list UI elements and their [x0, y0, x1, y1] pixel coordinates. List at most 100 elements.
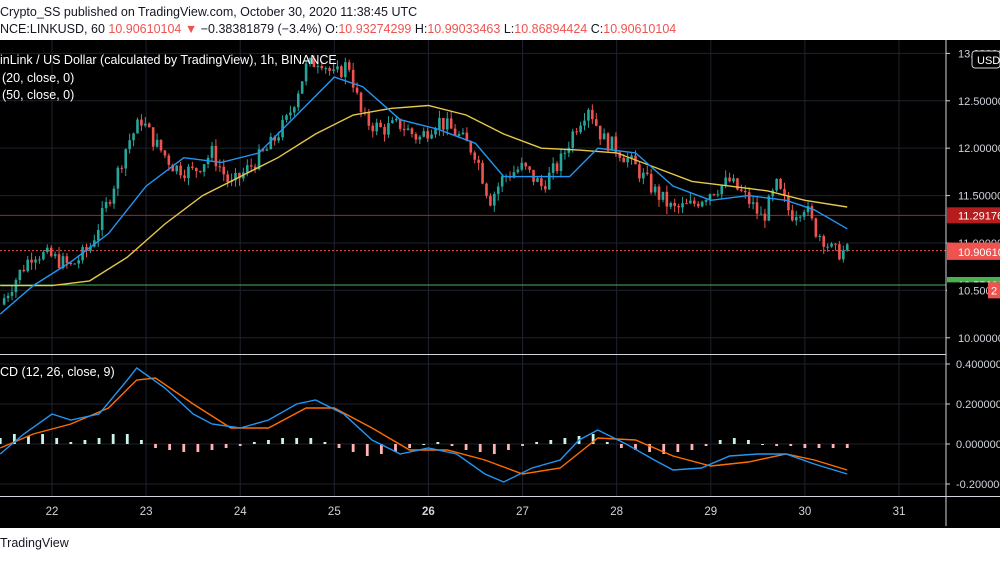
histogram-bar-positive	[83, 440, 87, 444]
candle-down	[532, 169, 535, 182]
time-tick-label: 26	[422, 506, 435, 518]
candle-down	[320, 66, 324, 69]
candle-down	[22, 269, 26, 272]
candle-down	[57, 254, 61, 268]
candle-up	[124, 149, 128, 169]
chart-canvas[interactable]: 10.00000010.50000011.00000011.50000012.0…	[0, 40, 1000, 528]
candles	[2, 55, 849, 306]
chart-header: Crypto_SS published on TradingView.com, …	[0, 0, 1000, 40]
candle-down	[485, 183, 488, 196]
candle-down	[159, 139, 163, 151]
histogram-bar-negative	[662, 444, 666, 454]
candle-up	[265, 149, 269, 151]
histogram-bar-positive	[252, 442, 256, 444]
histogram-bar-positive	[605, 442, 609, 444]
candle-down	[69, 262, 73, 265]
candle-up	[308, 58, 312, 64]
candle-down	[606, 133, 610, 151]
histogram-bar-positive	[747, 440, 750, 444]
time-tick-label: 22	[46, 506, 59, 518]
candle-down	[171, 164, 175, 172]
horizontal-line-tag	[947, 207, 1000, 224]
candle-down	[49, 247, 53, 257]
candle-down	[183, 175, 186, 179]
candle-down	[481, 162, 484, 184]
histogram-bar-positive	[111, 434, 115, 444]
candle-up	[759, 213, 763, 215]
candle-down	[355, 87, 359, 93]
candle-down	[253, 166, 257, 170]
currency-button[interactable]: USD	[971, 50, 1000, 69]
axes	[0, 40, 1000, 526]
candle-up	[53, 254, 57, 257]
candle-down	[838, 244, 841, 260]
candle-up	[332, 69, 335, 71]
candle-up	[551, 163, 555, 173]
candle-down	[147, 123, 151, 128]
candle-down	[673, 202, 677, 206]
candle-up	[136, 119, 139, 134]
candle-up	[45, 247, 49, 253]
candle-down	[528, 166, 531, 170]
candle-up	[496, 186, 500, 194]
histogram-bar-positive	[69, 442, 73, 444]
partial-price-overlay-tag	[988, 282, 1000, 299]
candle-down	[822, 236, 826, 247]
candle-down	[810, 206, 814, 219]
candle-down	[779, 178, 782, 189]
time-tick-label: 27	[516, 506, 529, 518]
macd-tick-label: 0.200000	[956, 399, 1000, 411]
histogram-bar-negative	[182, 444, 186, 452]
histogram-bar-negative	[831, 444, 835, 448]
candle-up	[802, 212, 806, 217]
candle-up	[724, 177, 727, 186]
candle-down	[261, 149, 265, 151]
candle-up	[202, 164, 206, 172]
histogram-bar-positive	[97, 438, 101, 444]
candle-up	[704, 200, 708, 202]
candle-down	[371, 125, 375, 132]
candle-down	[469, 141, 473, 153]
candle-up	[73, 263, 77, 265]
candle-up	[610, 136, 614, 151]
currency-button-frame[interactable]	[971, 50, 1000, 69]
candle-up	[210, 145, 214, 158]
candle-up	[536, 178, 539, 182]
time-tick-label: 24	[234, 506, 247, 518]
candle-up	[293, 107, 296, 113]
candle-up	[257, 149, 261, 170]
candle-up	[100, 208, 104, 230]
candle-down	[179, 165, 182, 176]
candle-up	[669, 202, 673, 207]
currency-button-label[interactable]: USD	[977, 55, 1000, 67]
partial-price-overlay: 2	[991, 285, 997, 297]
partial-price-bg	[947, 282, 1000, 299]
price-tick-label: 12.500000	[958, 96, 1000, 108]
candle-down	[65, 256, 69, 263]
candle-down	[740, 189, 743, 191]
last-price: 10.90610104	[108, 22, 182, 36]
price-legend: inLink / US Dollar (calculated by Tradin…	[0, 53, 337, 102]
histogram-bar-negative	[817, 444, 821, 448]
histogram-bar-negative	[408, 444, 412, 448]
low-value: 10.86894424	[514, 22, 588, 36]
candle-up	[26, 259, 29, 272]
candle-down	[214, 145, 218, 167]
chart-background	[0, 40, 1000, 528]
candle-down	[622, 157, 626, 163]
candle-down	[367, 113, 371, 126]
candle-up	[289, 112, 292, 116]
candle-down	[763, 213, 767, 221]
histogram-bar-negative	[196, 444, 200, 452]
candle-up	[18, 269, 22, 281]
candle-down	[645, 172, 649, 174]
histogram-bar-positive	[718, 440, 722, 444]
candle-up	[512, 172, 516, 178]
histogram-bar-positive	[549, 440, 553, 444]
histogram-bar-positive	[309, 438, 313, 444]
macd-pane	[0, 367, 849, 483]
candle-down	[783, 188, 786, 197]
candle-up	[375, 122, 378, 132]
histogram-bar-negative	[351, 444, 355, 452]
candle-up	[457, 134, 461, 137]
